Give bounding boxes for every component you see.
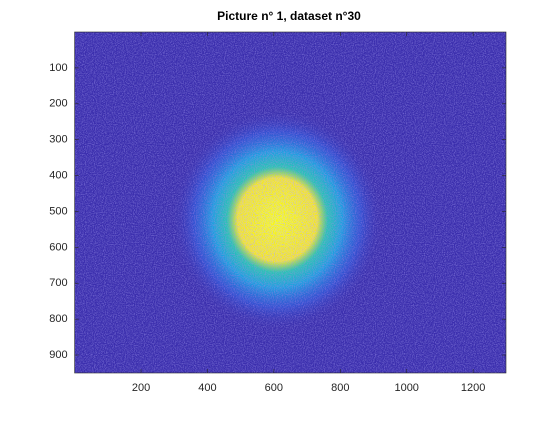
x-tick-label: 200 [132, 382, 150, 394]
chart-title: Picture n° 1, dataset n°30 [217, 9, 361, 23]
y-tick-label: 200 [49, 98, 67, 110]
x-tick-label: 1200 [461, 382, 485, 394]
x-tick-label: 1000 [394, 382, 418, 394]
y-tick-label: 600 [49, 241, 67, 253]
y-tick-label: 100 [49, 62, 67, 74]
y-tick-label: 300 [49, 134, 67, 146]
y-tick-label: 800 [49, 313, 67, 325]
image [74, 32, 506, 373]
x-tick-label: 600 [265, 382, 283, 394]
y-tick-label: 700 [49, 277, 67, 289]
x-tick-label: 400 [198, 382, 216, 394]
y-tick-label: 400 [49, 169, 67, 181]
y-tick-label: 900 [49, 349, 67, 361]
signal-halo [172, 109, 383, 330]
axes-box [74, 31, 507, 374]
y-tick-label: 500 [49, 205, 67, 217]
x-tick-label: 800 [331, 382, 349, 394]
